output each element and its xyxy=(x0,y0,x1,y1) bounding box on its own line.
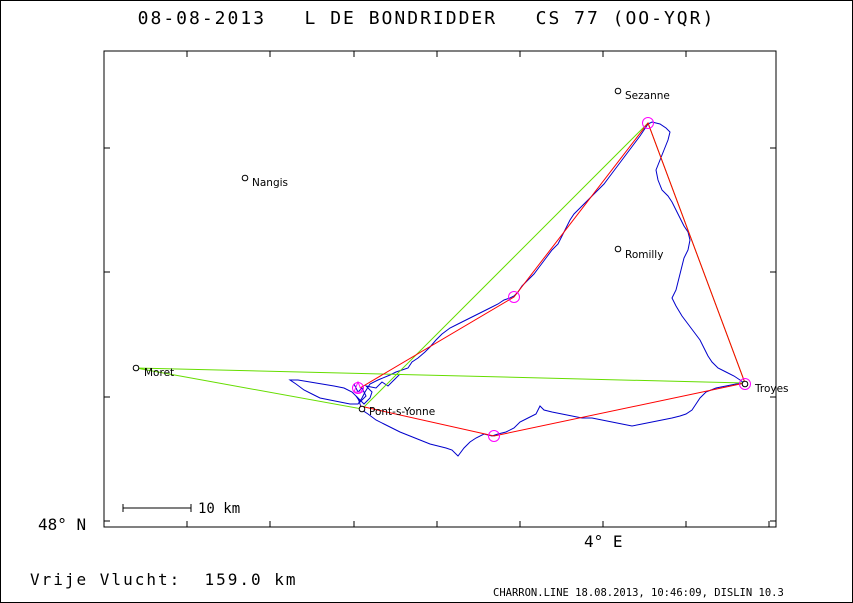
town-pont-s-yonne: Pont-s-Yonne xyxy=(358,405,435,418)
town-label: Romilly xyxy=(625,249,663,261)
scale-bar: 10 km xyxy=(122,501,240,517)
town-marker-icon xyxy=(241,174,249,182)
town-marker-icon xyxy=(614,245,622,253)
town-label: Sezanne xyxy=(625,90,670,102)
town-troyes: Troyes xyxy=(741,380,789,395)
town-moret: Moret xyxy=(132,364,174,379)
town-label: Nangis xyxy=(252,177,288,189)
town-marker-icon xyxy=(741,380,749,388)
town-label: Pont-s-Yonne xyxy=(369,406,435,418)
town-sezanne: Sezanne xyxy=(614,87,670,102)
start-marker xyxy=(353,380,363,393)
y-axis-label: 48° N xyxy=(38,515,87,534)
task-line xyxy=(359,121,746,437)
free-flight-line xyxy=(135,122,746,410)
flight-title: 08-08-2013 L DE BONDRIDDER CS 77 (OO-YQR… xyxy=(137,8,716,29)
turnpoint-circles xyxy=(352,117,751,442)
town-nangis: Nangis xyxy=(241,174,288,189)
town-marker-icon xyxy=(614,87,622,95)
town-label: Moret xyxy=(144,367,174,379)
scale-bar-label: 10 km xyxy=(198,501,240,517)
turnpoint-circle xyxy=(508,291,520,303)
file-info: CHARRON.LINE 18.08.2013, 10:46:09, DISLI… xyxy=(493,587,784,599)
free-flight-distance: Vrije Vlucht: 159.0 km xyxy=(30,570,298,589)
x-axis-label: 4° E xyxy=(584,532,623,551)
turnpoint-circle xyxy=(739,378,751,390)
plot-frame xyxy=(103,50,777,528)
town-marker-icon xyxy=(358,405,366,413)
town-romilly: Romilly xyxy=(614,245,663,261)
axis-ticks xyxy=(104,51,776,527)
town-marker-icon xyxy=(132,364,140,372)
turnpoint-circle xyxy=(642,117,654,129)
town-label: Troyes xyxy=(754,383,789,395)
turnpoint-circle xyxy=(488,430,500,442)
flight-track xyxy=(288,121,746,457)
